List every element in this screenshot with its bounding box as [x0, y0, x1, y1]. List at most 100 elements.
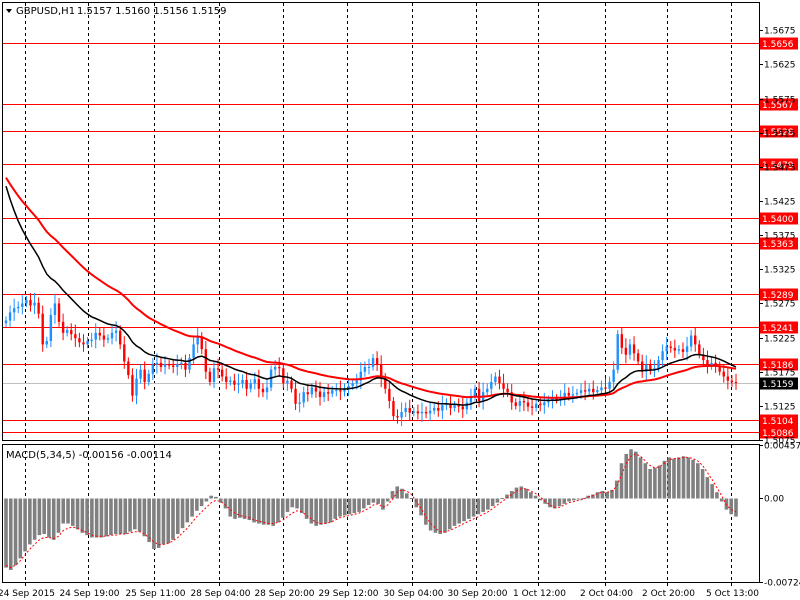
candle-body — [641, 361, 644, 372]
macd-histogram-bar — [409, 498, 414, 500]
level-tag — [760, 358, 798, 371]
macd-histogram-bar — [433, 498, 438, 533]
macd-histogram-bar — [109, 498, 113, 536]
candle-body — [241, 379, 244, 384]
macd-histogram-bar — [428, 498, 433, 531]
macd-histogram-bar — [161, 498, 166, 545]
candle-body — [498, 376, 501, 384]
macd-y-tick-label: -0.00724 — [764, 579, 800, 589]
macd-histogram-bar — [113, 498, 118, 534]
macd-histogram-bar — [486, 498, 490, 510]
macd-histogram-bar — [347, 498, 352, 515]
candle-body — [8, 312, 12, 321]
y-tick-label: 1.5175 — [764, 369, 796, 379]
macd-histogram-bar — [700, 469, 705, 499]
macd-histogram-bar — [13, 498, 18, 566]
candle-body — [608, 381, 611, 389]
macd-histogram-bar — [70, 498, 75, 526]
x-tick-label: 30 Sep 20:00 — [447, 589, 507, 599]
macd-histogram-bar — [137, 498, 142, 532]
candle-body — [49, 315, 53, 341]
candle-body — [457, 405, 460, 407]
macd-histogram-bar — [471, 498, 476, 517]
candle-body — [494, 376, 497, 382]
candle-body — [522, 401, 526, 403]
candle-body — [579, 390, 583, 393]
macd-histogram-bar — [400, 488, 404, 499]
macd-histogram-bar — [657, 465, 662, 499]
macd-histogram-bar — [500, 498, 505, 500]
candle-body — [127, 361, 130, 376]
macd-histogram-bar — [195, 498, 199, 511]
candle-body — [33, 302, 36, 306]
candle-body — [318, 391, 322, 397]
macd-histogram-bar — [576, 498, 581, 500]
candle-body — [139, 369, 142, 379]
y-tick-label: 1.5075 — [764, 437, 796, 447]
candle-body — [237, 383, 240, 385]
macd-histogram-bar — [548, 498, 552, 508]
candle-body — [710, 362, 713, 365]
macd-histogram-bar — [175, 498, 180, 534]
macd-histogram-bar — [304, 498, 309, 519]
macd-histogram-bar — [610, 489, 614, 499]
candle-body — [518, 401, 522, 406]
y-tick-label: 1.5425 — [764, 198, 796, 208]
x-tick-label: 29 Sep 12:00 — [318, 589, 378, 599]
macd-histogram-bar — [104, 498, 108, 537]
macd-histogram-bar — [648, 469, 652, 499]
macd-histogram-bar — [719, 498, 724, 502]
candle-body — [208, 371, 212, 382]
candle-body — [306, 392, 309, 395]
macd-histogram-bar — [419, 498, 423, 516]
y-tick-label: 1.5625 — [764, 61, 796, 71]
macd-histogram-bar — [152, 498, 156, 550]
ohlc-values: 1.5157 1.5160 1.5156 1.5159 — [77, 6, 227, 17]
macd-histogram-bar — [180, 498, 185, 529]
macd-histogram-bar — [99, 498, 104, 538]
candle-body — [530, 406, 534, 408]
candle-body — [355, 380, 358, 384]
candle-body — [135, 378, 138, 396]
macd-histogram-bar — [51, 498, 56, 540]
macd-histogram-bar — [342, 498, 347, 516]
macd-histogram-bar — [676, 457, 681, 499]
x-tick-label: 2 Oct 04:00 — [580, 589, 633, 599]
x-tick-label: 1 Oct 12:00 — [513, 589, 566, 599]
macd-histogram-bar — [204, 498, 209, 502]
candle-body — [673, 347, 677, 351]
macd-histogram-bar — [490, 498, 495, 507]
candle-body — [90, 339, 93, 341]
macd-histogram-bar — [376, 498, 380, 504]
candle-body — [563, 392, 566, 397]
candle-body — [184, 362, 187, 370]
candle-body — [123, 344, 126, 362]
candle-body — [70, 330, 73, 335]
candle-body — [74, 334, 77, 339]
macd-histogram-bar — [734, 498, 738, 517]
y-tick-label: 1.5325 — [764, 266, 796, 276]
candle-body — [653, 368, 656, 370]
macd-histogram-bar — [381, 498, 385, 510]
moving-averages-layer — [5, 177, 737, 406]
candle-body — [502, 383, 505, 389]
candle-body — [567, 392, 570, 396]
level-tag-label: 1.5363 — [762, 240, 794, 250]
candle-body — [253, 379, 256, 384]
macd-y-tick-label: 0.00 — [764, 495, 784, 505]
macd-signal-line — [5, 453, 737, 569]
macd-histogram-bar — [552, 498, 557, 509]
candle-body — [698, 344, 701, 355]
macd-histogram-bar — [681, 456, 686, 499]
macd-histogram-bar — [438, 498, 442, 534]
symbol-dropdown-icon[interactable] — [6, 9, 12, 13]
macd-histogram-bar — [476, 498, 481, 515]
candle-body — [730, 380, 734, 382]
macd-histogram-bar — [128, 498, 132, 532]
candle-body — [225, 376, 228, 382]
candle-body — [331, 390, 334, 394]
level-tag — [760, 414, 798, 427]
macd-histogram-bar — [295, 498, 299, 509]
macd-histogram-bar — [538, 498, 543, 501]
